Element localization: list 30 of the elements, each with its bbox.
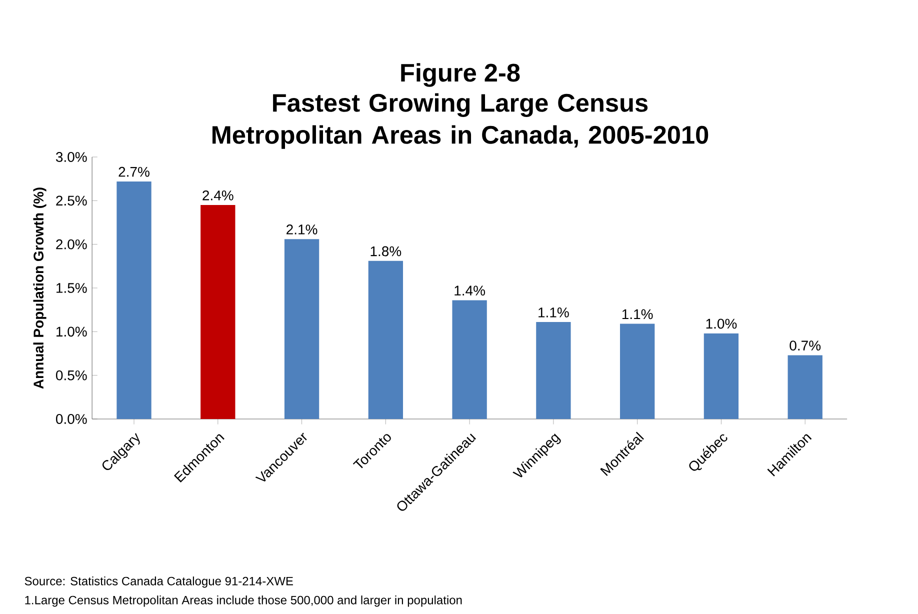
data-label: 0.7% [790,340,821,351]
chart-title: Figure 2-8 [401,63,520,87]
data-label: 2.4% [202,190,234,200]
bar [200,205,236,419]
bar [620,324,655,419]
data-label: 1.1% [622,309,653,320]
bar [116,181,152,419]
y-axis-title: Annual Population Growth (%) [33,188,46,389]
y-tick-label: 2.0% [56,239,87,250]
bar [536,322,571,419]
data-label: 2.7% [118,166,150,177]
y-tick-label: 0.5% [56,370,87,380]
data-label: 1.1% [538,308,569,318]
chart-subtitle: Fastest Growing Large Census Metropolitan Areas in Canada, 2005-2010 [212,93,708,149]
source-note: Source: Statistics Canada Catalogue 91-214-XWE [24,576,293,588]
y-tick-label: 3.0% [56,152,87,162]
data-label: 2.1% [286,224,318,234]
y-tick-label: 1.5% [56,283,87,293]
y-tick-label: 2.5% [56,196,87,206]
y-tick-label: 1.0% [56,326,87,337]
text: 1.Large Census Metropolitan Areas include those 500,000 and larger in population [25,596,462,607]
bar [704,333,739,419]
data-label: 1.0% [706,318,737,329]
bar [368,260,404,419]
bar [284,239,320,419]
data-label: 1.8% [370,246,402,256]
bar [452,300,487,419]
y-tick-label: 0.0% [56,414,87,424]
data-label: 1.4% [454,286,486,296]
bar [788,355,822,419]
